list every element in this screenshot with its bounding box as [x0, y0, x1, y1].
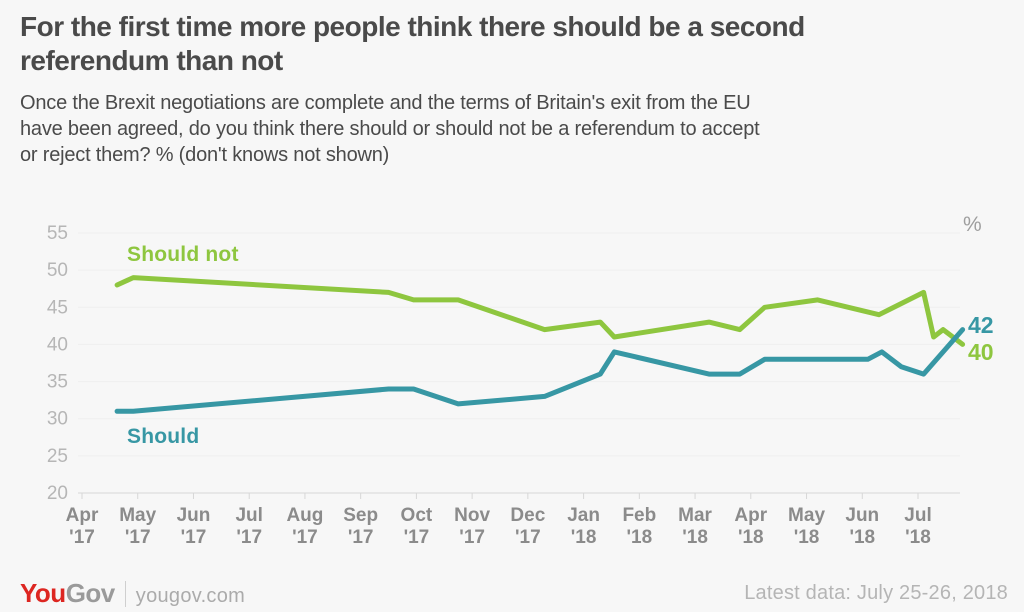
y-tick-label: 35 — [47, 372, 68, 393]
x-tick-month-label: Apr — [66, 505, 99, 526]
logo-divider — [124, 581, 126, 607]
chart-header: For the first time more people think the… — [20, 10, 1000, 168]
chart-area: 55 50 45 40 35 30 25 20 Apr '17 May '17 Jun '17 Jul '17… — [0, 205, 1024, 575]
x-tick-year-label: '17 — [515, 527, 541, 548]
x-tick-year-label: '17 — [404, 527, 430, 548]
percent-axis-label: % — [963, 213, 982, 236]
page-title: For the first time more people think the… — [20, 10, 1000, 78]
title-line-2: referendum than not — [20, 45, 283, 76]
x-tick-year-label: '18 — [627, 527, 653, 548]
logo-you: You — [20, 578, 66, 608]
x-tick-year-label: '18 — [682, 527, 708, 548]
y-tick-label: 55 — [47, 223, 68, 244]
footer: YouGov yougov.com Latest data: July 25-26… — [0, 576, 1024, 612]
y-tick-label: 45 — [47, 297, 68, 318]
y-tick-label: 30 — [47, 409, 68, 430]
y-tick-label: 50 — [47, 260, 68, 281]
x-tick-year-label: '17 — [69, 527, 95, 548]
x-tick-year-label: '18 — [849, 527, 875, 548]
legend-label-should-not: Should not — [127, 243, 239, 266]
end-value-should-not: 40 — [968, 339, 994, 365]
x-tick-month-label: Feb — [622, 505, 656, 526]
title-line-1: For the first time more people think the… — [20, 11, 805, 42]
x-tick-month-label: Jun — [177, 505, 211, 526]
x-tick-month-label: Jul — [904, 505, 931, 526]
x-tick-year-label: '17 — [236, 527, 262, 548]
subtitle-line-2: have been agreed, do you think there sho… — [20, 118, 760, 140]
x-tick-month-label: Sep — [343, 505, 378, 526]
x-tick-month-label: Apr — [734, 505, 767, 526]
x-tick-month-label: May — [788, 505, 825, 526]
y-tick-label: 20 — [47, 483, 68, 504]
x-tick-year-label: '17 — [348, 527, 374, 548]
latest-data-note: Latest data: July 25-26, 2018 — [744, 582, 1008, 604]
end-value-should: 42 — [968, 312, 994, 338]
subtitle-line-1: Once the Brexit negotiations are complet… — [20, 92, 751, 114]
x-tick-year-label: '18 — [738, 527, 764, 548]
logo-site-url: yougov.com — [135, 585, 246, 607]
yougov-logo: YouGov yougov.com — [20, 578, 245, 609]
x-tick-year-label: '17 — [125, 527, 151, 548]
x-tick-month-label: May — [119, 505, 156, 526]
logo-gov: Gov — [65, 578, 116, 608]
series-line-should-not — [114, 275, 966, 347]
x-tick-year-label: '18 — [571, 527, 597, 548]
question-subtitle: Once the Brexit negotiations are complet… — [20, 90, 1000, 168]
x-tick-month-label: Nov — [454, 505, 490, 526]
x-tick-year-label: '17 — [292, 527, 318, 548]
subtitle-line-3: or reject them? % (don't knows not shown… — [20, 144, 390, 166]
line-chart-svg: 5550454035302520Apr'17May'17Jun'17Jul'17… — [47, 223, 966, 548]
series-line-should — [114, 327, 966, 414]
x-tick-month-label: Mar — [678, 505, 712, 526]
x-tick-month-label: Jul — [235, 505, 262, 526]
x-tick-month-label: Aug — [286, 505, 323, 526]
x-tick-month-label: Jun — [845, 505, 879, 526]
y-tick-label: 25 — [47, 446, 68, 467]
x-tick-month-label: Dec — [510, 505, 545, 526]
y-tick-label: 40 — [47, 334, 68, 355]
x-tick-month-label: Oct — [401, 505, 433, 526]
x-tick-year-label: '18 — [905, 527, 931, 548]
x-tick-year-label: '17 — [181, 527, 207, 548]
x-tick-month-label: Jan — [567, 505, 600, 526]
x-tick-year-label: '17 — [459, 527, 485, 548]
x-tick-year-label: '18 — [794, 527, 820, 548]
legend-label-should: Should — [127, 425, 200, 448]
